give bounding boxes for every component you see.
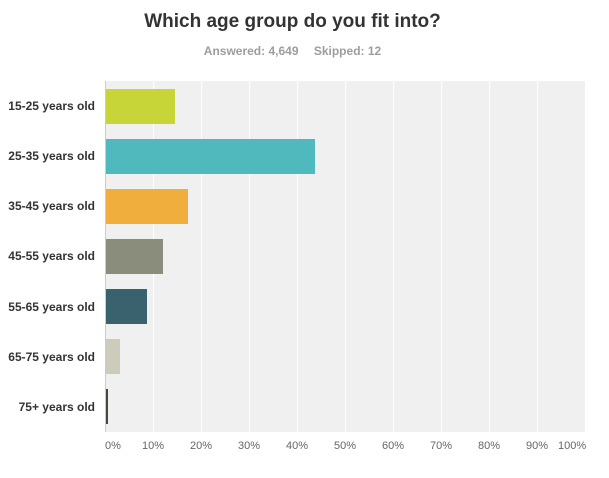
bar-chart: 15-25 years old 25-35 years old 35-45 year… bbox=[0, 81, 609, 461]
x-tick-label: 60% bbox=[381, 440, 405, 452]
x-tick-label: 50% bbox=[333, 440, 357, 452]
gridline bbox=[537, 81, 538, 432]
bar[interactable] bbox=[106, 239, 164, 274]
plot-area bbox=[105, 81, 586, 432]
x-tick-label: 0% bbox=[105, 440, 121, 452]
category-label: 15-25 years old bbox=[8, 99, 95, 114]
chart-title: Which age group do you fit into? bbox=[144, 11, 441, 32]
category-label: 65-75 years old bbox=[8, 349, 95, 364]
x-tick-label: 40% bbox=[285, 440, 309, 452]
x-tick-label: 20% bbox=[189, 440, 213, 452]
bar[interactable] bbox=[106, 88, 175, 124]
gridline bbox=[297, 81, 298, 432]
gridline bbox=[585, 81, 586, 432]
bar[interactable] bbox=[106, 188, 189, 224]
category-label: 55-65 years old bbox=[8, 299, 95, 314]
x-tick-label: 100% bbox=[557, 440, 587, 452]
bar[interactable] bbox=[106, 138, 316, 174]
x-tick-label: 90% bbox=[525, 440, 549, 452]
skipped-count: Skipped: 12 bbox=[313, 44, 382, 58]
gridline bbox=[249, 81, 250, 432]
category-label: 45-55 years old bbox=[8, 249, 95, 264]
gridline bbox=[201, 81, 202, 432]
x-tick-label: 80% bbox=[477, 440, 501, 452]
bar[interactable] bbox=[106, 289, 148, 325]
bar[interactable] bbox=[106, 389, 108, 425]
gridline bbox=[345, 81, 346, 432]
category-label: 25-35 years old bbox=[8, 149, 95, 164]
x-tick-label: 70% bbox=[429, 440, 453, 452]
x-tick-label: 10% bbox=[141, 440, 165, 452]
bar[interactable] bbox=[106, 339, 121, 375]
gridline bbox=[441, 81, 442, 432]
category-label: 35-45 years old bbox=[8, 199, 95, 214]
x-axis: 0% 10% 20% 30% 40% 50% 60% 70% 80% 90% 100% bbox=[105, 440, 586, 458]
answered-count: Answered: 4,649 bbox=[203, 44, 299, 58]
x-tick-label: 30% bbox=[237, 440, 261, 452]
category-label: 75+ years old bbox=[18, 399, 95, 414]
chart-subtitle: Answered: 4,649 Skipped: 12 bbox=[0, 44, 585, 58]
gridline bbox=[489, 81, 490, 432]
gridline bbox=[393, 81, 394, 432]
